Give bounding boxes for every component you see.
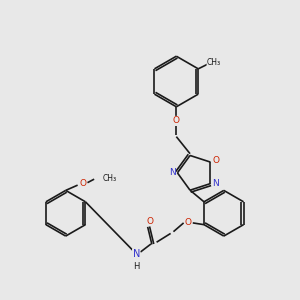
Text: N: N xyxy=(133,249,140,259)
Text: O: O xyxy=(173,116,180,125)
Text: H: H xyxy=(133,262,140,271)
Text: N: N xyxy=(212,179,219,188)
Text: CH₃: CH₃ xyxy=(102,174,116,183)
Text: CH₃: CH₃ xyxy=(207,58,221,67)
Text: O: O xyxy=(146,217,153,226)
Text: O: O xyxy=(185,218,192,227)
Text: O: O xyxy=(212,156,219,165)
Text: O: O xyxy=(79,179,86,188)
Text: N: N xyxy=(169,168,175,177)
